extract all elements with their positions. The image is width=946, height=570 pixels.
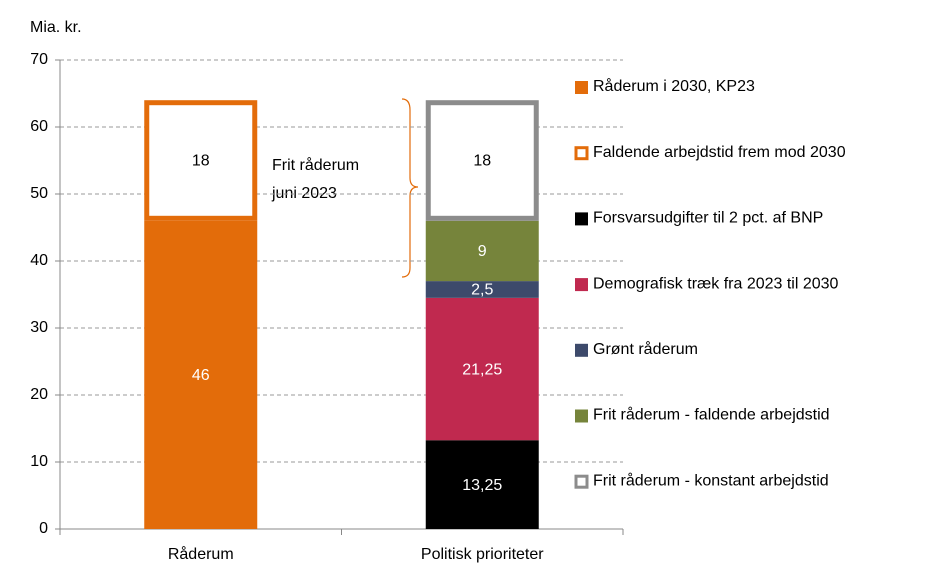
- y-tick-label: 70: [30, 51, 48, 68]
- annotation: juni 2023: [271, 185, 337, 202]
- legend-marker: [575, 212, 588, 226]
- legend-label: Demografisk træk fra 2023 til 2030: [593, 275, 839, 292]
- bar: [425, 440, 539, 529]
- y-tick-label: 60: [30, 118, 48, 135]
- legend-label: Faldende arbejdstid frem mod 2030: [593, 144, 846, 161]
- data-label: 9: [478, 243, 487, 260]
- annotation: Frit råderum: [272, 156, 359, 174]
- bar: [425, 281, 539, 298]
- y-tick-label: 30: [30, 319, 48, 336]
- legend-label: Råderum i 2030, KP23: [593, 77, 755, 95]
- x-tick-label: Politisk prioriteter: [421, 546, 544, 563]
- legend-marker: [575, 409, 588, 423]
- legend-label: Frit råderum - faldende arbejdstid: [593, 406, 830, 424]
- data-label: 13,25: [462, 477, 502, 494]
- legend-label: Forsvarsudgifter til 2 pct. af BNP: [593, 210, 823, 227]
- legend-marker: [575, 343, 588, 357]
- y-tick-label: 0: [39, 520, 48, 537]
- data-label: 21,25: [462, 361, 502, 378]
- bar: [425, 100, 539, 221]
- data-label: 18: [473, 153, 491, 170]
- y-axis-label: Mia. kr.: [30, 19, 82, 36]
- bar: [144, 100, 258, 221]
- legend-marker: [574, 474, 589, 489]
- data-label: 2,5: [471, 282, 493, 299]
- bar: [425, 297, 539, 441]
- legend-marker: [574, 146, 589, 161]
- bar: [425, 220, 539, 282]
- bar: [144, 220, 258, 530]
- data-label: 46: [192, 367, 210, 384]
- y-tick-label: 50: [30, 185, 48, 202]
- legend-marker: [575, 278, 588, 292]
- y-tick-label: 40: [30, 252, 48, 269]
- x-tick-label: Råderum: [168, 545, 234, 563]
- legend-label: Frit råderum - konstant arbejdstid: [593, 471, 829, 489]
- legend-label: Grønt råderum: [593, 340, 698, 358]
- y-tick-label: 10: [30, 453, 48, 470]
- y-tick-label: 20: [30, 386, 48, 403]
- legend-marker: [575, 81, 588, 94]
- brace: [401, 98, 419, 278]
- data-label: 18: [192, 153, 210, 170]
